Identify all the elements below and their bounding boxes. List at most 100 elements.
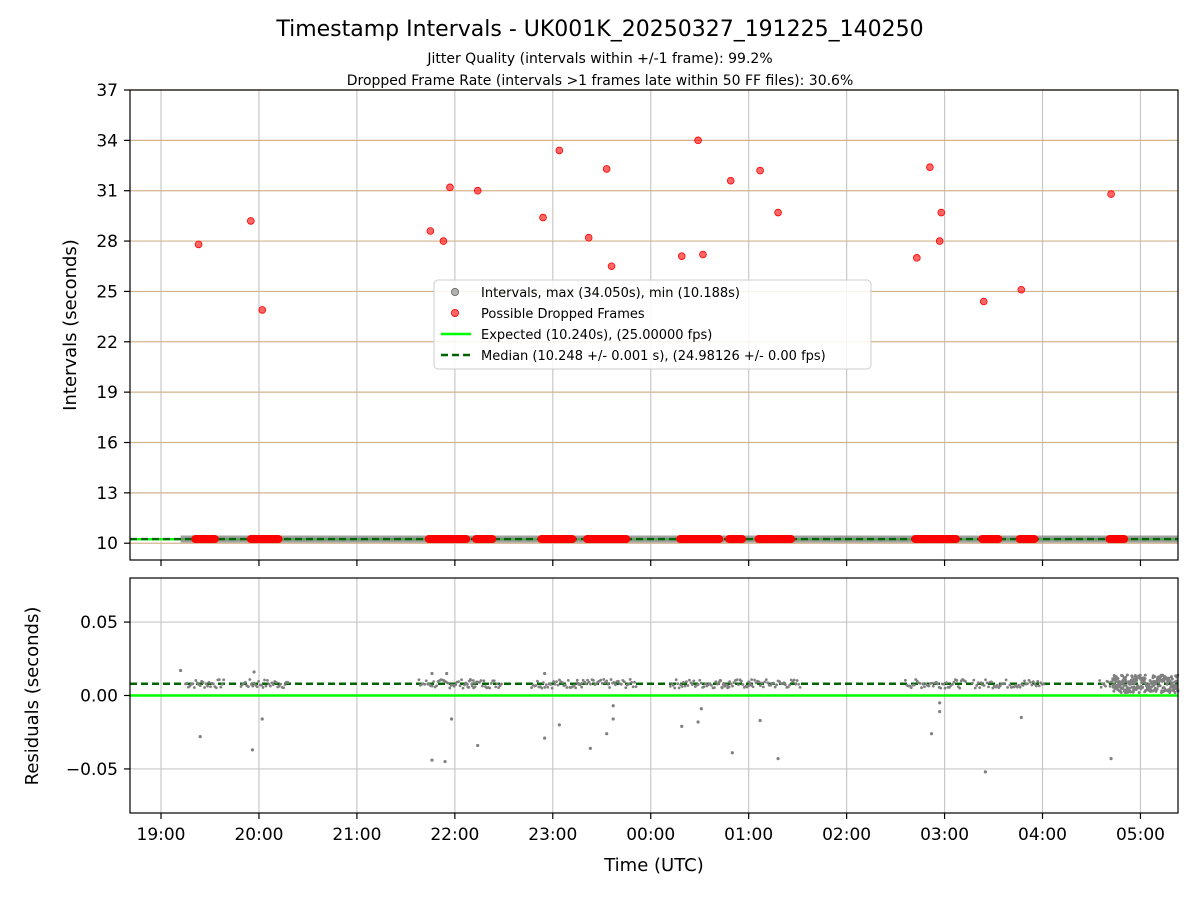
residual-point-c7 xyxy=(750,678,754,682)
residual-point-dense xyxy=(1170,681,1174,685)
residual-point-c3 xyxy=(497,686,500,690)
intervals-y-ticks: 10 13 16 19 22 25 28 31 34 37 xyxy=(96,81,130,554)
residual-point-dense xyxy=(1132,685,1136,689)
residual-point-c10 xyxy=(978,686,982,690)
residual-point-c11 xyxy=(1018,685,1022,689)
residual-point-c8 xyxy=(751,685,755,689)
residual-point-c2 xyxy=(417,678,421,682)
residual-point-c6 xyxy=(685,680,688,684)
residual-point-c9 xyxy=(945,681,948,685)
dropped-frame-point-22 xyxy=(979,297,988,306)
residual-point-c3 xyxy=(470,684,474,688)
residual-point-c6 xyxy=(677,686,681,690)
residual-outlier-20 xyxy=(699,707,703,711)
residual-point-dense xyxy=(1169,675,1173,679)
residual-point-c2 xyxy=(424,679,428,683)
residual-point-c1 xyxy=(268,684,272,688)
residual-point-c4 xyxy=(563,683,567,687)
residual-point-c5 xyxy=(575,678,579,682)
residual-point-c11 xyxy=(1026,682,1029,686)
residual-point-dense xyxy=(1121,686,1125,690)
residual-point-c1 xyxy=(279,682,283,686)
residual-point-c9 xyxy=(939,686,943,690)
residual-point-c1 xyxy=(244,680,247,684)
residual-point-c6 xyxy=(702,685,706,689)
residuals-points xyxy=(179,668,1180,774)
residual-point-c4 xyxy=(565,686,569,689)
residual-point-c6 xyxy=(690,683,694,687)
residual-point-c6 xyxy=(686,684,690,687)
residual-point-dense xyxy=(1137,691,1141,695)
residual-point-dense xyxy=(1124,675,1128,679)
residual-point-c7 xyxy=(719,679,723,683)
residual-outlier-26 xyxy=(938,701,942,705)
chart-subtitle-dropped: Dropped Frame Rate (intervals >1 frames … xyxy=(347,73,854,89)
residual-point-c6 xyxy=(670,682,674,685)
residual-point-c9 xyxy=(936,682,940,686)
residual-point-c5 xyxy=(624,686,628,690)
residual-outlier-14 xyxy=(588,746,592,750)
residual-point-c6 xyxy=(712,686,716,690)
residuals-ytick-label-2: −0.05 xyxy=(66,760,118,780)
residual-point-c2 xyxy=(457,680,461,684)
residual-point-dense xyxy=(1127,686,1131,690)
residuals-ytick-label-0: 0.05 xyxy=(80,613,118,633)
residual-point-c6 xyxy=(688,678,691,682)
residual-point-c6 xyxy=(714,680,718,684)
dropped-frame-point-4 xyxy=(439,237,448,245)
residual-point-c8 xyxy=(786,685,790,689)
residual-point-c9 xyxy=(923,685,926,689)
residual-point-c0 xyxy=(219,685,223,689)
residual-point-c6 xyxy=(676,682,680,686)
residual-point-c5 xyxy=(599,678,603,682)
residual-point-c3 xyxy=(464,682,468,686)
residual-point-c10 xyxy=(990,680,993,684)
residual-point-c7 xyxy=(748,681,752,685)
residual-point-c10 xyxy=(998,684,1002,688)
residual-point-c6 xyxy=(696,683,700,686)
intervals-y-axis-label: Intervals (seconds) xyxy=(60,239,81,411)
intervals-x-ticks xyxy=(160,560,1142,566)
residual-point-c2 xyxy=(446,681,450,685)
intervals-ytick-label-9: 37 xyxy=(96,81,118,101)
residual-point-c9 xyxy=(921,682,925,686)
residual-point-c6 xyxy=(674,678,678,682)
residual-point-c11 xyxy=(1036,679,1040,683)
residual-point-c0 xyxy=(214,686,218,690)
dropped-frame-point-1 xyxy=(246,217,255,225)
residual-point-c12 xyxy=(1108,684,1112,688)
dropped-frame-point-12 xyxy=(677,252,686,260)
residual-point-c1 xyxy=(277,684,281,688)
residual-point-c10 xyxy=(991,686,995,690)
residual-point-c1 xyxy=(251,684,255,688)
intervals-legend: Intervals, max (34.050s), min (10.188s) … xyxy=(433,279,872,370)
residual-point-c9 xyxy=(942,682,945,686)
residual-outlier-22 xyxy=(758,718,762,723)
residual-point-c0 xyxy=(222,678,226,682)
residual-outlier-19 xyxy=(696,720,700,724)
residual-point-c8 xyxy=(792,678,796,682)
residual-outlier-5 xyxy=(430,758,434,762)
residual-point-c8 xyxy=(763,680,767,684)
residual-point-c2 xyxy=(458,684,462,688)
residual-point-c11 xyxy=(1014,683,1018,687)
dropped-frame-point-7 xyxy=(539,213,547,222)
residual-point-c9 xyxy=(920,686,923,690)
residual-outlier-28 xyxy=(1019,715,1023,720)
residual-point-c12 xyxy=(1099,685,1103,689)
residual-outlier-13 xyxy=(557,723,561,727)
residual-point-dense xyxy=(1132,688,1136,692)
residual-point-c8 xyxy=(761,685,765,689)
residual-point-c9 xyxy=(903,678,907,682)
residual-point-c6 xyxy=(704,682,707,686)
residual-outlier-1 xyxy=(198,735,202,739)
residual-point-c7 xyxy=(741,683,745,686)
residual-point-c5 xyxy=(606,682,610,686)
dropped-frame-point-6 xyxy=(473,186,482,195)
xtick-label-8: 03:00 xyxy=(920,825,969,845)
residual-point-c6 xyxy=(698,678,702,682)
residual-point-c12 xyxy=(1098,679,1102,682)
residual-point-c3 xyxy=(466,685,470,689)
residual-point-c7 xyxy=(735,678,739,682)
residual-point-dense xyxy=(1155,687,1159,691)
